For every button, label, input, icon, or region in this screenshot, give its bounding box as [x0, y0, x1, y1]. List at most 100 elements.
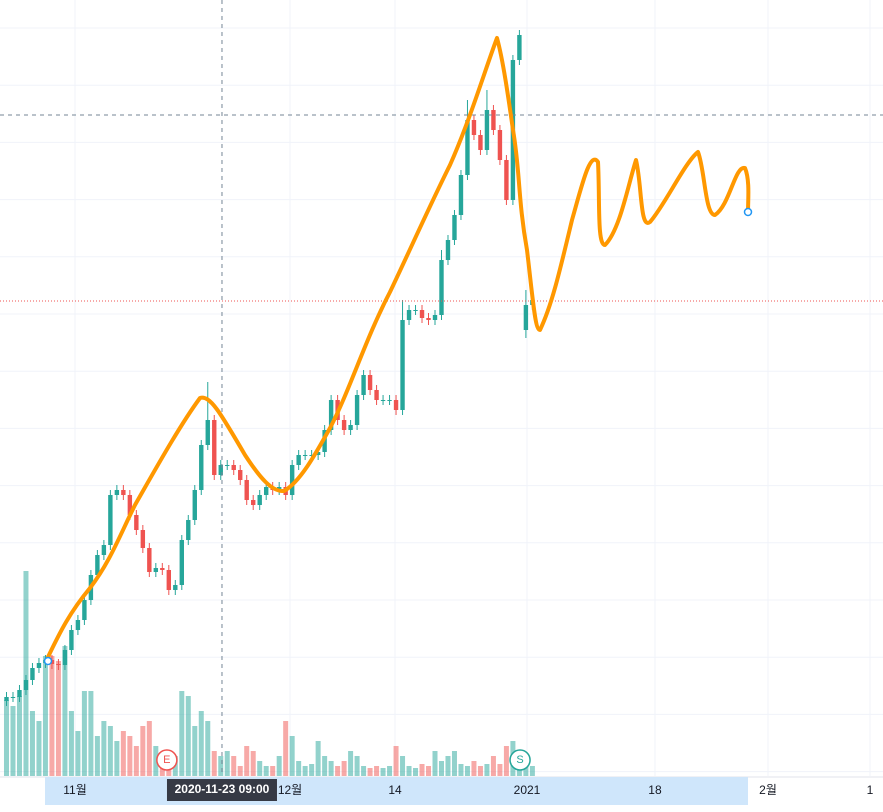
- volume-bar: [263, 766, 269, 776]
- candle-body: [276, 487, 282, 490]
- volume-bar: [302, 766, 308, 776]
- volume-bar: [257, 761, 263, 776]
- candle-body: [302, 455, 308, 456]
- candle-body: [426, 318, 431, 320]
- candle-body: [374, 390, 379, 400]
- time-axis-labels: 11월 12월 14 2021 18 2월 1 2020-11-23 09:00: [63, 779, 874, 801]
- candle-body: [95, 555, 100, 575]
- candle-body: [361, 375, 366, 395]
- volume-bar: [387, 766, 393, 776]
- candle-body: [523, 305, 529, 330]
- volume-bar: [464, 766, 470, 776]
- x-tick-label: 2월: [759, 783, 777, 797]
- volume-bar: [484, 764, 490, 776]
- candle-body: [62, 650, 68, 665]
- volume-bar: [153, 746, 159, 776]
- candle-body: [56, 664, 61, 665]
- volume-bar: [49, 656, 55, 776]
- volume-bar: [192, 726, 198, 776]
- volume-bar: [250, 751, 256, 776]
- volume-bar: [205, 721, 211, 776]
- volume-bar: [3, 700, 9, 776]
- drawing-handle[interactable]: [743, 207, 753, 217]
- x-tick-label: 2021: [514, 783, 541, 797]
- candle-body: [348, 425, 353, 430]
- volume-bar: [127, 736, 133, 776]
- volume-bar: [354, 756, 360, 776]
- volume-bar: [289, 736, 295, 776]
- volume-bar: [419, 764, 425, 776]
- candle-body: [160, 568, 165, 570]
- x-tick-label: 1: [867, 783, 874, 797]
- candle-body: [380, 400, 386, 401]
- candle-body: [23, 680, 29, 690]
- volume-bar: [490, 756, 496, 776]
- candle-body: [387, 400, 392, 401]
- candle-body: [257, 495, 262, 505]
- candle-body: [173, 585, 178, 590]
- candle-body: [400, 320, 405, 410]
- candle-body: [205, 420, 210, 445]
- volume-bar: [276, 756, 282, 776]
- volume-bar: [120, 731, 126, 776]
- candle-body: [69, 630, 74, 650]
- candle-body: [367, 375, 373, 390]
- candle-body: [212, 420, 217, 475]
- candle-body: [134, 515, 139, 530]
- volume-bar: [497, 764, 503, 776]
- volume-bar: [68, 711, 74, 776]
- volume-bar: [94, 736, 100, 776]
- event-marker-label: E: [163, 754, 170, 766]
- candle-body: [439, 260, 444, 315]
- volume-bar: [322, 756, 328, 776]
- volume-bar: [62, 646, 68, 776]
- volume-bar: [400, 756, 406, 776]
- volume-layer: [3, 571, 535, 776]
- crosshair-label-box: [166, 779, 277, 801]
- candle-body: [393, 400, 399, 410]
- x-tick-label: 11월: [63, 783, 87, 797]
- volume-bar: [198, 711, 204, 776]
- candle-body: [4, 697, 9, 701]
- volume-bar: [140, 726, 146, 776]
- candle-body: [218, 465, 223, 475]
- volume-bar: [42, 656, 48, 776]
- volume-bar: [55, 661, 61, 776]
- candle-body: [309, 455, 314, 456]
- volume-bar: [296, 761, 302, 776]
- volume-bar: [380, 768, 386, 776]
- candle-body: [328, 400, 334, 430]
- x-tick-label: 14: [388, 783, 402, 797]
- candle-body: [484, 110, 490, 150]
- candle-body: [471, 120, 477, 135]
- volume-bar: [529, 766, 535, 776]
- volume-bar: [244, 746, 250, 776]
- volume-bar: [445, 756, 451, 776]
- volume-bar: [146, 721, 152, 776]
- drawing-handle[interactable]: [43, 656, 53, 666]
- candle-body: [458, 175, 464, 215]
- volume-bar: [23, 571, 29, 776]
- volume-bar: [309, 764, 315, 776]
- volume-bar: [406, 766, 412, 776]
- volume-bar: [432, 751, 438, 776]
- volume-bar: [413, 768, 419, 776]
- candle-body: [121, 490, 126, 495]
- volume-bar: [29, 711, 35, 776]
- crosshair-label: 2020-11-23 09:00: [175, 782, 270, 796]
- candle-body: [341, 420, 347, 430]
- candle-body: [263, 487, 269, 495]
- candle-body: [491, 110, 496, 130]
- volume-bar: [270, 766, 276, 776]
- volume-bar: [374, 766, 380, 776]
- candle-body: [445, 240, 451, 260]
- x-tick-label: 12월: [278, 783, 302, 797]
- candle-body: [127, 495, 133, 515]
- candle-body: [186, 520, 191, 540]
- volume-bar: [224, 751, 230, 776]
- event-marker: [156, 749, 178, 771]
- volume-bar: [114, 741, 120, 776]
- volume-bar: [477, 766, 483, 776]
